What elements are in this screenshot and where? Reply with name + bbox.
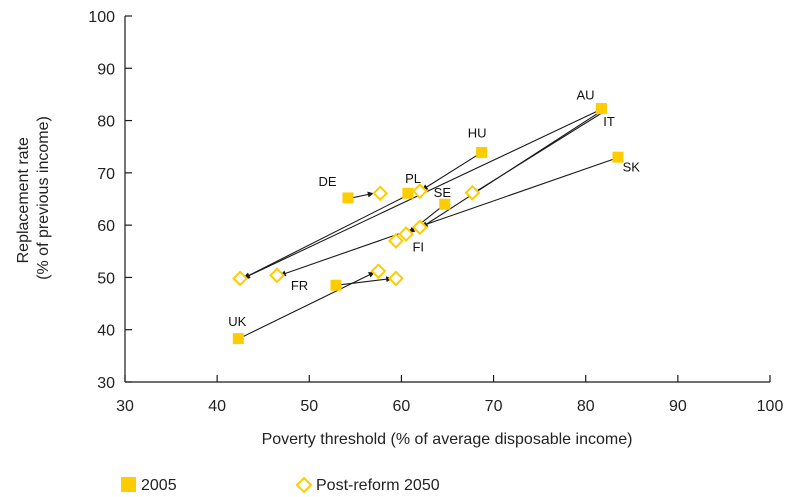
point-2050-uk bbox=[387, 270, 404, 287]
arrows bbox=[240, 109, 617, 339]
change-arrow bbox=[421, 152, 482, 191]
x-tick-label: 70 bbox=[485, 398, 503, 415]
country-label-au: AU bbox=[577, 88, 595, 103]
x-tick-label: 50 bbox=[300, 398, 318, 415]
country-label-uk: UK bbox=[228, 314, 246, 329]
legend-marker-2050 bbox=[295, 476, 313, 494]
country-label-fr: FR bbox=[291, 278, 308, 293]
point-2050-it bbox=[464, 184, 481, 201]
y-tick-label: 70 bbox=[97, 166, 115, 183]
change-arrow bbox=[472, 112, 602, 195]
point-2050-fr bbox=[370, 263, 387, 280]
y-axis-title: Replacement rate (% of previous income) bbox=[15, 116, 52, 280]
y-tick-label: 80 bbox=[97, 114, 115, 131]
country-label-pl: PL bbox=[405, 171, 421, 186]
y-axis-title-line-2: (% of previous income) bbox=[35, 116, 52, 280]
country-label-fi: FI bbox=[412, 239, 424, 254]
point-2005-se bbox=[439, 198, 451, 210]
x-tick-label: 80 bbox=[577, 398, 595, 415]
arrow-shaft bbox=[472, 112, 602, 195]
x-tick-label: 40 bbox=[208, 398, 226, 415]
point-2050-sk bbox=[387, 232, 404, 249]
y-tick-label: 40 bbox=[97, 323, 115, 340]
country-label-hu: HU bbox=[468, 125, 487, 140]
legend-label-2050: Post-reform 2050 bbox=[316, 477, 440, 494]
arrow-shaft bbox=[243, 192, 412, 279]
point-2005-sk bbox=[612, 151, 624, 163]
x-tick-label: 90 bbox=[669, 398, 687, 415]
x-tick-label: 100 bbox=[757, 398, 784, 415]
legend-label-2005: 2005 bbox=[141, 477, 177, 494]
point-2050-se bbox=[398, 226, 414, 242]
x-axis-title: Poverty threshold (% of average disposab… bbox=[262, 431, 633, 448]
change-arrow bbox=[351, 191, 374, 199]
point-labels: AU IT SK HU DE PL SE FI FR UK bbox=[228, 88, 640, 329]
axes bbox=[124, 16, 770, 383]
y-axis-title-line-1: Replacement rate bbox=[15, 137, 32, 263]
point-2005-it bbox=[595, 103, 607, 115]
y-tick-label: 30 bbox=[97, 375, 115, 392]
country-label-sk: SK bbox=[623, 159, 641, 174]
x-tick-label: 30 bbox=[116, 398, 134, 415]
y-tick-label: 90 bbox=[97, 61, 115, 78]
arrow-shaft bbox=[335, 277, 393, 286]
country-label-se: SE bbox=[434, 185, 452, 200]
ticks bbox=[124, 15, 771, 383]
point-2005-de bbox=[342, 192, 354, 204]
y-tick-label: 60 bbox=[97, 218, 115, 235]
point-2005-pl bbox=[402, 187, 414, 199]
y-tick-label: 100 bbox=[88, 9, 115, 26]
point-2005-uk bbox=[232, 333, 244, 345]
arrow-shaft bbox=[421, 152, 482, 191]
legend-marker-2005 bbox=[121, 477, 136, 492]
tick-labels: 30 40 50 60 70 80 90 100 30 40 50 60 70 80 90 100 bbox=[88, 9, 783, 415]
y-tick-label: 50 bbox=[97, 270, 115, 287]
point-2050-au bbox=[411, 219, 428, 236]
series-2050-points bbox=[232, 183, 481, 287]
arrow-shaft bbox=[240, 271, 375, 339]
arrow-head bbox=[367, 191, 374, 198]
point-2050-fi bbox=[269, 267, 285, 284]
point-2005-hu bbox=[476, 146, 488, 158]
point-2050-hu bbox=[411, 183, 428, 200]
point-2005-fr bbox=[330, 279, 342, 291]
country-label-it: IT bbox=[603, 114, 615, 129]
point-2050-pl bbox=[232, 270, 249, 287]
arrow-shaft bbox=[279, 157, 617, 276]
country-label-de: DE bbox=[319, 174, 337, 189]
point-2050-de bbox=[372, 185, 389, 202]
x-tick-label: 60 bbox=[393, 398, 411, 415]
series-2005-points bbox=[232, 103, 624, 345]
change-arrow bbox=[243, 192, 412, 279]
legend: 2005 Post-reform 2050 bbox=[121, 476, 440, 494]
